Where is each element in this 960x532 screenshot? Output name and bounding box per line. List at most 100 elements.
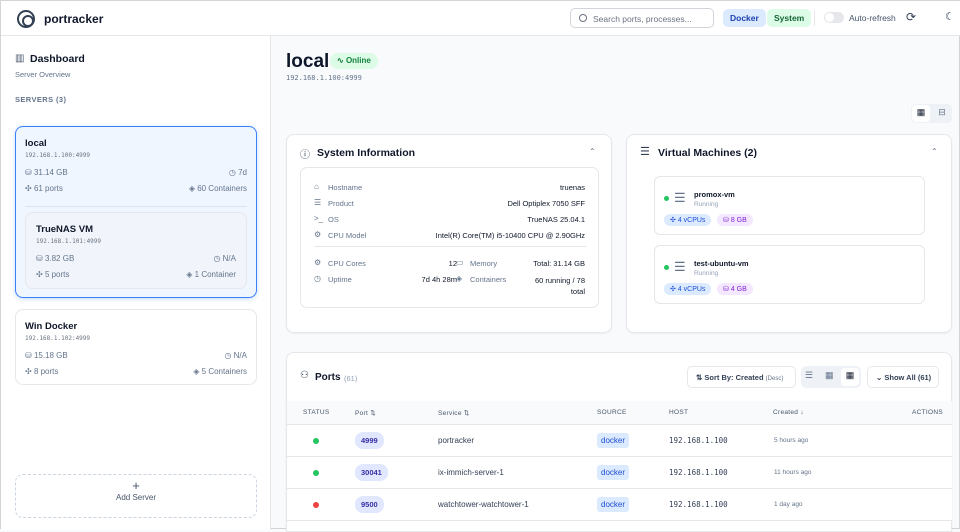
view-toggle: ▦ ⊟ [911,104,952,123]
service-name: watchtower-watchtower-1 [438,500,529,509]
sort-button[interactable]: ⇅ Sort By: Created (Desc) [687,366,796,388]
brand-name: portracker [44,12,104,26]
column-actions: ACTIONS [912,409,943,416]
show-all-button[interactable]: ⌄ Show All (61) [867,366,939,388]
status-dot [313,502,319,508]
table-row[interactable]: 4999 portracker docker 192.168.1.100 5 h… [287,425,952,457]
vm-name: test-ubuntu-vm [694,259,749,268]
search-input[interactable]: Search ports, processes... [570,8,714,28]
containers-info: ◈ 60 Containers [189,184,247,193]
memory-icon: ⛁ [25,351,34,360]
auto-refresh-label: Auto-refresh [849,13,896,23]
containers-info: ◈ 5 Containers [193,367,247,376]
ports-value: 8 ports [33,367,59,376]
show-all-label: Show All (61) [884,373,932,382]
server-ip: 192.168.1.101:4999 [36,238,102,245]
add-server-button[interactable]: + Add Server [15,474,257,518]
clock-icon: ◷ [314,274,321,283]
chevron-down-icon: ⌄ [876,373,885,382]
servers-label: SERVERS (3) [15,95,67,104]
column-created[interactable]: Created ↓ [773,409,804,416]
chevron-up-icon[interactable]: ⌃ [589,147,596,156]
memory-icon: ⛁ [25,168,34,177]
card-title: Virtual Machines (2) [658,147,758,159]
server-card-truenas-vm[interactable]: TrueNAS VM 192.168.1.101:4999 ⛁ 3.82 GB … [25,212,247,289]
list-icon[interactable]: ☰ [805,370,814,380]
grid-view-icon[interactable]: ▦ [912,105,930,122]
moon-icon[interactable]: ☾ [945,11,955,23]
containers-icon: ◈ [456,274,463,283]
clock-icon: ◷ [213,254,223,263]
service-name: ix-immich-server-1 [438,468,504,477]
clock-icon: ◷ [224,351,234,360]
os-label: OS [328,215,339,224]
containers-info: ◈ 1 Container [186,270,236,279]
uptime-value: N/A [222,254,236,263]
server-icon: ☰ [314,198,322,207]
host-value: 192.168.1.100 [669,500,728,509]
auto-refresh-toggle[interactable] [824,12,844,23]
table-icon[interactable]: ▦ [841,368,859,386]
list-view-icon[interactable]: ⊟ [938,107,946,117]
containers-label: Containers [470,275,507,284]
memory-value: 4 GB [730,286,747,293]
ports-info: ✣ 5 ports [36,270,69,279]
os-value: TrueNAS 25.04.1 [527,215,585,224]
sort-label: Sort By: Created [704,373,764,382]
vm-status: Running [694,201,719,208]
table-header [287,401,952,425]
service-name: portracker [438,436,475,445]
home-icon: ⌂ [314,182,319,191]
memory-info: ⛁ 3.82 GB [36,254,74,263]
source-badge: docker [597,497,630,512]
filter-docker[interactable]: Docker [723,9,766,27]
table-row[interactable]: 9500 watchtower-watchtower-1 docker 192.… [287,489,952,521]
memory-value: 3.82 GB [44,254,75,263]
sort-direction: (Desc) [765,376,784,382]
chevron-up-icon[interactable]: ⌃ [931,147,938,156]
server-ip: 192.168.1.100:4999 [25,152,91,159]
port-badge[interactable]: 4999 [355,432,384,449]
containers-value: 60 running / 78 total [534,276,585,296]
column-host: HOST [669,409,689,416]
cpu-cores-label: CPU Cores [328,259,366,268]
chart-icon: ▥ [15,53,25,64]
refresh-icon[interactable]: ⟳ [906,10,917,24]
containers-icon: ◈ [188,184,198,193]
column-service[interactable]: Service ⇅ [438,410,470,417]
port-badge[interactable]: 9500 [355,496,384,513]
running-dot [664,265,669,270]
ports-icon: ✣ [25,367,34,376]
grid-icon[interactable]: ▦ [825,370,834,380]
memory-value: 31.14 GB [33,168,68,177]
server-card-win-docker[interactable]: Win Docker 192.168.1.102:4999 ⛁ 15.18 GB… [15,309,257,385]
vm-card[interactable]: ☰ test-ubuntu-vm Running ✣ 4 vCPUs ⛁ 4 G… [654,245,925,304]
port-badge[interactable]: 30041 [355,464,388,481]
memory-icon: ⛁ [36,254,45,263]
column-port[interactable]: Port ⇅ [355,410,376,417]
filter-system[interactable]: System [767,9,812,27]
vm-card[interactable]: ☰ promox-vm Running ✣ 4 vCPUs ⛁ 8 GB [654,176,925,235]
uptime-info: ◷ 7d [229,168,247,177]
table-row[interactable]: 30041 ix-immich-server-1 docker 192.168.… [287,457,952,489]
column-source: SOURCE [597,409,627,416]
divider [314,246,586,247]
source-badge: docker [597,433,630,448]
sidebar: ▥ Dashboard Server Overview SERVERS (3) … [1,36,271,530]
memory-icon: ▭ [456,258,464,267]
vcpu-badge: ✣ 4 vCPUs [664,283,712,295]
memory-info: ⛁ 31.14 GB [25,168,68,177]
divider [814,11,815,26]
containers-value: 60 Containers [197,184,247,193]
product-label: Product [328,199,354,208]
network-icon: ⚇ [300,370,309,381]
server-name: local [25,138,47,149]
ports-value: 5 ports [44,270,70,279]
cpu-cores-value: 12 [448,259,457,268]
server-card-local[interactable]: local 192.168.1.100:4999 ⛁ 31.14 GB ◷ 7d… [15,126,257,298]
memory-label: Memory [470,259,498,268]
server-address: 192.168.1.100:4999 [286,74,362,82]
column-status: STATUS [303,409,330,416]
memory-badge: ⛁ 4 GB [717,283,753,295]
layout-toggle: ☰ ▦ ▦ [801,366,861,388]
